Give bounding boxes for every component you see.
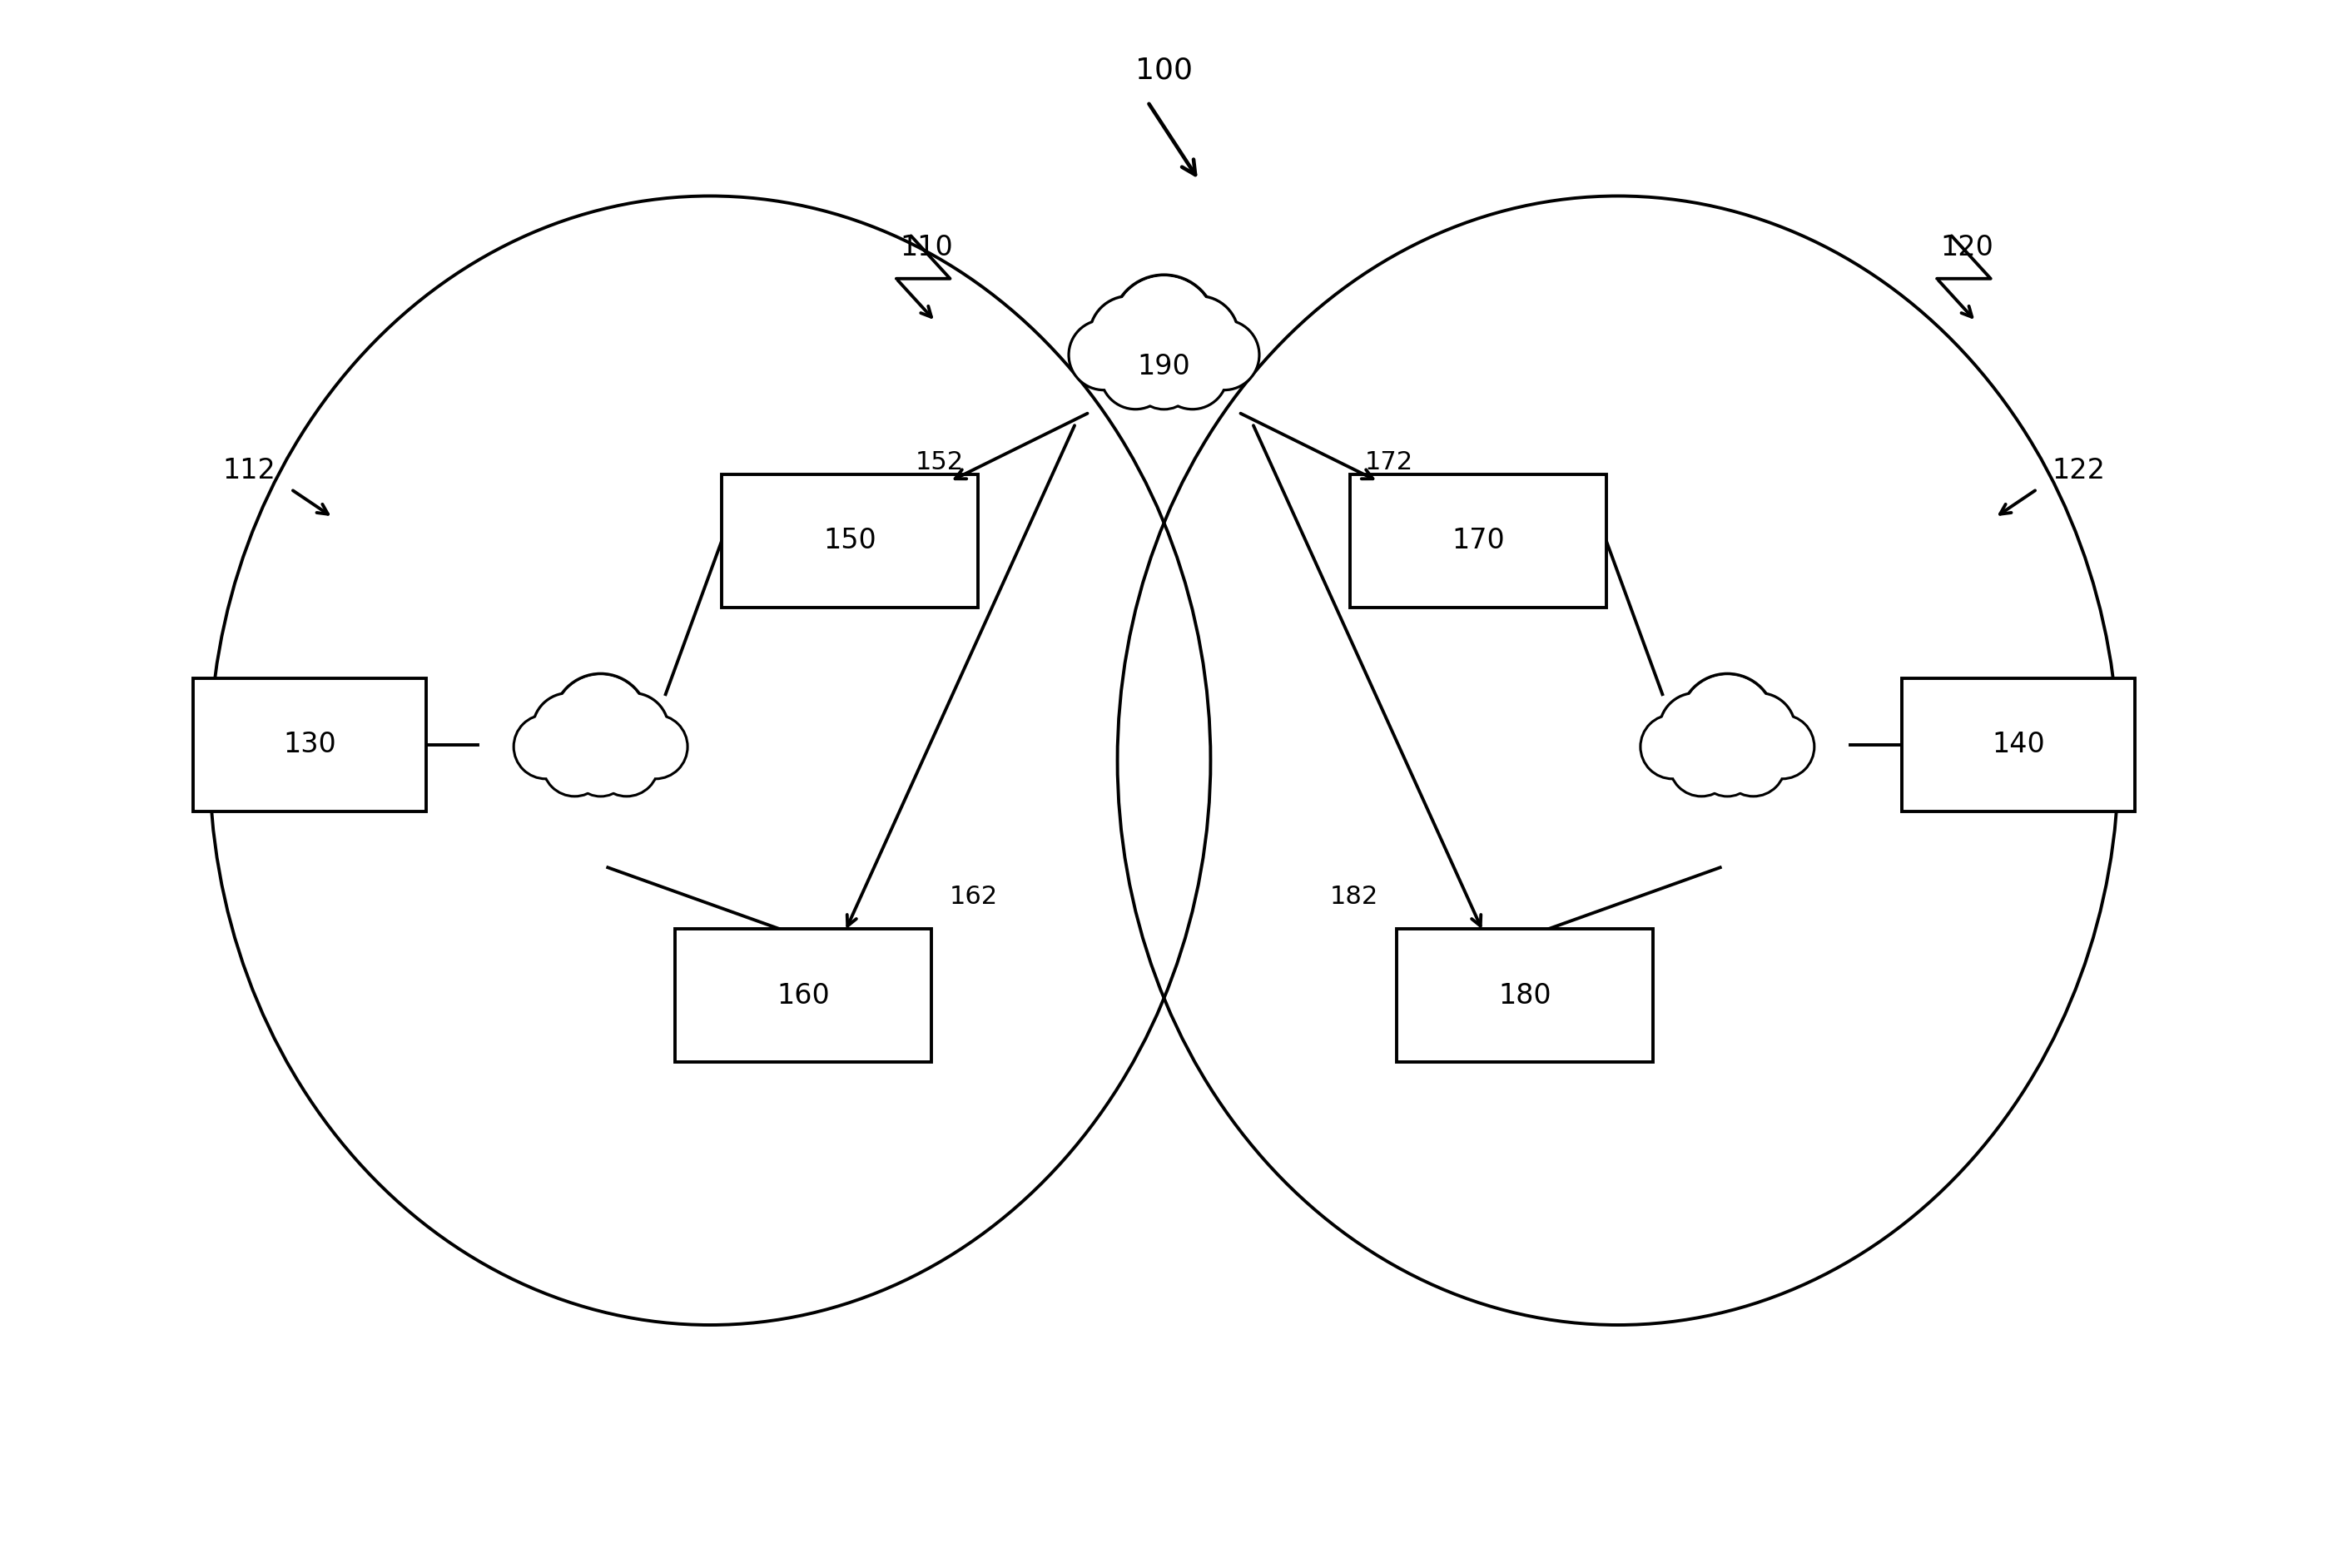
Ellipse shape: [1157, 339, 1227, 409]
Bar: [1350, 475, 1606, 607]
Ellipse shape: [1134, 347, 1194, 408]
Ellipse shape: [1723, 693, 1795, 765]
Text: 190: 190: [1138, 353, 1190, 381]
Ellipse shape: [1699, 739, 1755, 795]
Text: 120: 120: [1942, 234, 1993, 262]
Ellipse shape: [1699, 739, 1755, 797]
Ellipse shape: [1641, 715, 1704, 778]
Text: 140: 140: [1993, 731, 2044, 759]
Ellipse shape: [624, 717, 687, 778]
Text: 152: 152: [915, 450, 964, 475]
Text: 170: 170: [1453, 527, 1504, 555]
Text: 122: 122: [2053, 456, 2105, 485]
Ellipse shape: [624, 715, 687, 778]
Bar: [1397, 928, 1653, 1063]
Ellipse shape: [1071, 321, 1138, 389]
Ellipse shape: [1723, 732, 1786, 797]
Ellipse shape: [1113, 274, 1215, 379]
Text: 112: 112: [223, 456, 275, 485]
Ellipse shape: [1159, 296, 1238, 375]
Ellipse shape: [542, 732, 605, 797]
Text: 110: 110: [901, 234, 952, 262]
Ellipse shape: [1751, 715, 1814, 778]
Bar: [193, 677, 426, 812]
Ellipse shape: [596, 732, 659, 797]
Ellipse shape: [1159, 298, 1236, 375]
Text: 172: 172: [1364, 450, 1413, 475]
Ellipse shape: [598, 695, 668, 764]
Ellipse shape: [554, 676, 647, 768]
Ellipse shape: [1660, 695, 1730, 764]
Ellipse shape: [1101, 339, 1171, 409]
Ellipse shape: [1681, 676, 1774, 768]
Ellipse shape: [545, 734, 605, 795]
Bar: [1902, 677, 2135, 812]
Ellipse shape: [596, 693, 668, 765]
Ellipse shape: [1725, 695, 1795, 764]
Ellipse shape: [1681, 674, 1774, 768]
Ellipse shape: [554, 674, 647, 768]
Text: 100: 100: [1136, 56, 1192, 85]
Ellipse shape: [1190, 320, 1259, 390]
Ellipse shape: [573, 739, 629, 795]
Ellipse shape: [1090, 296, 1169, 375]
Ellipse shape: [1723, 734, 1783, 795]
Ellipse shape: [1092, 298, 1169, 375]
Ellipse shape: [1641, 717, 1704, 778]
Text: 150: 150: [824, 527, 875, 555]
Ellipse shape: [1069, 320, 1138, 390]
Ellipse shape: [573, 739, 629, 797]
Text: 160: 160: [778, 982, 829, 1010]
Ellipse shape: [533, 695, 603, 764]
Ellipse shape: [596, 734, 656, 795]
Ellipse shape: [1131, 345, 1197, 409]
Text: 162: 162: [950, 884, 999, 909]
Ellipse shape: [1751, 717, 1814, 778]
Ellipse shape: [1660, 693, 1732, 765]
Ellipse shape: [514, 717, 577, 778]
Ellipse shape: [533, 693, 605, 765]
Ellipse shape: [1190, 321, 1257, 389]
Text: 182: 182: [1329, 884, 1378, 909]
Bar: [722, 475, 978, 607]
Ellipse shape: [1672, 734, 1732, 795]
Text: 130: 130: [284, 731, 335, 759]
Ellipse shape: [1113, 276, 1215, 378]
Ellipse shape: [514, 715, 577, 778]
Ellipse shape: [1101, 340, 1169, 408]
Ellipse shape: [1159, 340, 1227, 408]
Ellipse shape: [1669, 732, 1732, 797]
Text: 180: 180: [1499, 982, 1550, 1010]
Bar: [675, 928, 931, 1063]
